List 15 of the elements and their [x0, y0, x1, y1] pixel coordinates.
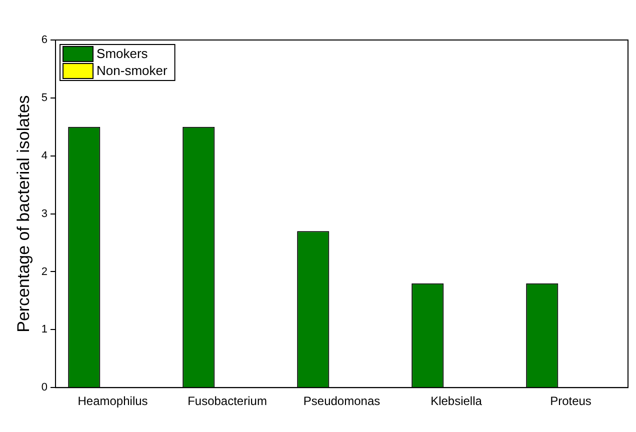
y-tick-label: 2: [41, 266, 48, 278]
y-tick-label: 6: [41, 34, 48, 46]
x-tick-label: Heamophilus: [78, 394, 148, 408]
legend-label: Non-smoker: [96, 63, 168, 78]
y-tick-label: 3: [41, 208, 48, 220]
y-tick-label: 4: [41, 150, 48, 162]
y-axis-title: Percentage of bacterial isolates: [14, 95, 33, 332]
y-tick-label: 0: [41, 382, 48, 394]
x-tick-label: Fusobacterium: [188, 394, 267, 408]
x-tick-label: Proteus: [550, 394, 592, 408]
x-tick-label: Pseudomonas: [303, 394, 380, 408]
legend-label: Smokers: [96, 46, 148, 62]
y-tick-label: 1: [41, 324, 48, 336]
y-tick-label: 5: [41, 92, 48, 104]
x-tick-label: Klebsiella: [430, 394, 482, 408]
